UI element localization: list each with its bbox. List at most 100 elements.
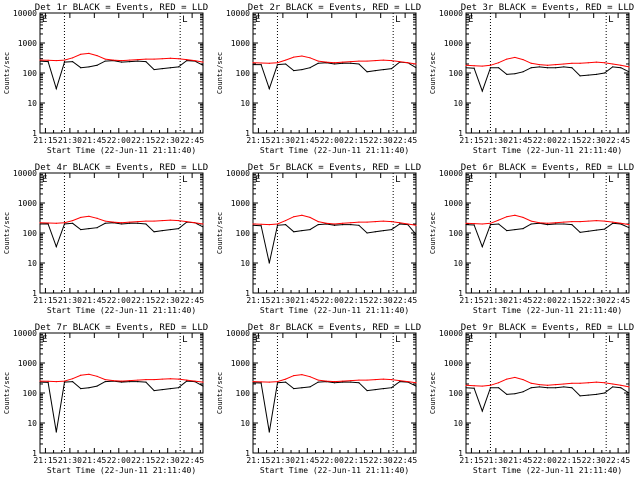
data-point-events xyxy=(268,431,270,433)
y-tick-label: 10000 xyxy=(226,169,250,178)
data-point-events xyxy=(252,64,254,66)
y-tick-label: 10000 xyxy=(226,9,250,18)
data-point-events xyxy=(80,67,82,69)
data-point-events xyxy=(39,223,41,225)
data-point-events xyxy=(153,68,155,71)
x-axis-label: Start Time (22-Jun-11 21:11:40) xyxy=(260,146,409,155)
data-point-lld xyxy=(301,214,303,216)
chart-panel-9: Det 9r BLACK = Events, RED = LLD 1 10 100 10… xyxy=(429,323,634,475)
data-point-lld xyxy=(104,58,106,60)
data-point-lld xyxy=(628,66,630,68)
data-point-lld xyxy=(399,60,401,63)
y-tick-label: 1000 xyxy=(444,359,463,368)
y-tick-label: 1000 xyxy=(18,199,37,208)
y-tick-label: 10000 xyxy=(226,329,250,338)
y-tick-label: 1000 xyxy=(444,39,463,48)
x-tick-label: 22:45 xyxy=(393,296,417,305)
data-point-lld xyxy=(333,223,336,225)
data-point-lld xyxy=(186,220,188,223)
data-point-events xyxy=(366,71,368,73)
data-point-events xyxy=(145,223,147,225)
y-tick-label: 1000 xyxy=(444,199,463,208)
data-point-lld xyxy=(571,220,573,223)
data-point-lld xyxy=(55,380,57,383)
x-tick-label: 22:30 xyxy=(156,296,180,305)
chart-title: Det 4r BLACK = Events, RED = LLD xyxy=(35,163,208,173)
data-point-events xyxy=(129,60,131,63)
data-point-events xyxy=(563,386,565,388)
data-point-events xyxy=(498,67,500,69)
data-point-events xyxy=(96,64,98,66)
data-point-lld xyxy=(39,380,41,382)
data-point-lld xyxy=(399,379,401,382)
data-point-lld xyxy=(325,61,327,63)
data-point-lld xyxy=(39,222,41,224)
data-point-events xyxy=(374,388,376,391)
data-point-lld xyxy=(137,220,139,223)
data-point-events xyxy=(506,230,508,232)
x-tick-label: 21:15 xyxy=(246,456,270,465)
data-point-events xyxy=(39,60,41,62)
data-point-events xyxy=(268,262,270,264)
data-point-events xyxy=(465,224,467,226)
x-tick-label: 22:45 xyxy=(393,136,417,145)
x-tick-label: 22:30 xyxy=(582,296,606,305)
data-point-events xyxy=(612,222,614,224)
data-point-lld xyxy=(96,217,98,219)
x-tick-label: 22:30 xyxy=(369,136,393,145)
data-point-events xyxy=(579,75,581,77)
data-point-events xyxy=(555,387,557,389)
x-axis-label: Start Time (22-Jun-11 21:11:40) xyxy=(473,146,622,155)
x-tick-label: 22:00 xyxy=(533,136,557,145)
y-axis-label: Counts/sec xyxy=(3,372,11,414)
data-point-events xyxy=(63,381,66,383)
data-point-lld xyxy=(293,375,295,377)
data-point-lld xyxy=(358,60,360,62)
data-point-events xyxy=(104,380,106,383)
y-axis-label: Counts/sec xyxy=(3,212,11,254)
data-point-lld xyxy=(169,219,171,221)
x-tick-label: 21:30 xyxy=(58,456,82,465)
data-point-lld xyxy=(522,378,524,381)
data-point-events xyxy=(579,395,581,397)
data-point-lld xyxy=(285,219,287,222)
x-tick-label: 22:00 xyxy=(107,456,131,465)
chart-title: Det 9r BLACK = Events, RED = LLD xyxy=(461,323,634,333)
data-point-lld xyxy=(55,59,57,62)
y-tick-label: 10000 xyxy=(439,9,463,18)
y-axis-label: Counts/sec xyxy=(216,52,224,94)
data-point-events xyxy=(202,226,204,228)
data-point-lld xyxy=(546,384,549,386)
chart-title: Det 5r BLACK = Events, RED = LLD xyxy=(248,163,421,173)
y-tick-label: 1 xyxy=(245,289,250,298)
data-point-lld xyxy=(555,384,557,386)
data-point-lld xyxy=(506,216,508,218)
data-point-lld xyxy=(382,378,384,380)
corner-mark-e: E xyxy=(468,175,473,185)
data-point-lld xyxy=(137,58,139,61)
x-tick-label: 21:15 xyxy=(33,456,57,465)
data-point-lld xyxy=(260,381,262,383)
data-point-events xyxy=(390,228,393,231)
y-tick-label: 1 xyxy=(32,449,37,458)
data-point-lld xyxy=(522,58,524,61)
series-line-events xyxy=(253,61,417,91)
data-point-events xyxy=(202,385,204,387)
data-point-events xyxy=(153,231,155,233)
data-point-lld xyxy=(555,222,557,224)
y-tick-label: 1000 xyxy=(18,39,37,48)
data-point-lld xyxy=(612,221,614,223)
data-point-events xyxy=(80,388,82,390)
data-point-events xyxy=(317,224,319,226)
chart-title: Det 3r BLACK = Events, RED = LLD xyxy=(461,3,634,13)
data-point-lld xyxy=(202,223,204,225)
corner-mark-l: L xyxy=(395,175,400,185)
chart-title: Det 6r BLACK = Events, RED = LLD xyxy=(461,163,634,173)
data-point-lld xyxy=(546,222,549,224)
y-tick-label: 1000 xyxy=(231,39,250,48)
y-tick-label: 1 xyxy=(32,289,37,298)
data-point-events xyxy=(612,386,614,388)
data-point-events xyxy=(506,73,508,75)
x-tick-label: 22:15 xyxy=(557,296,581,305)
